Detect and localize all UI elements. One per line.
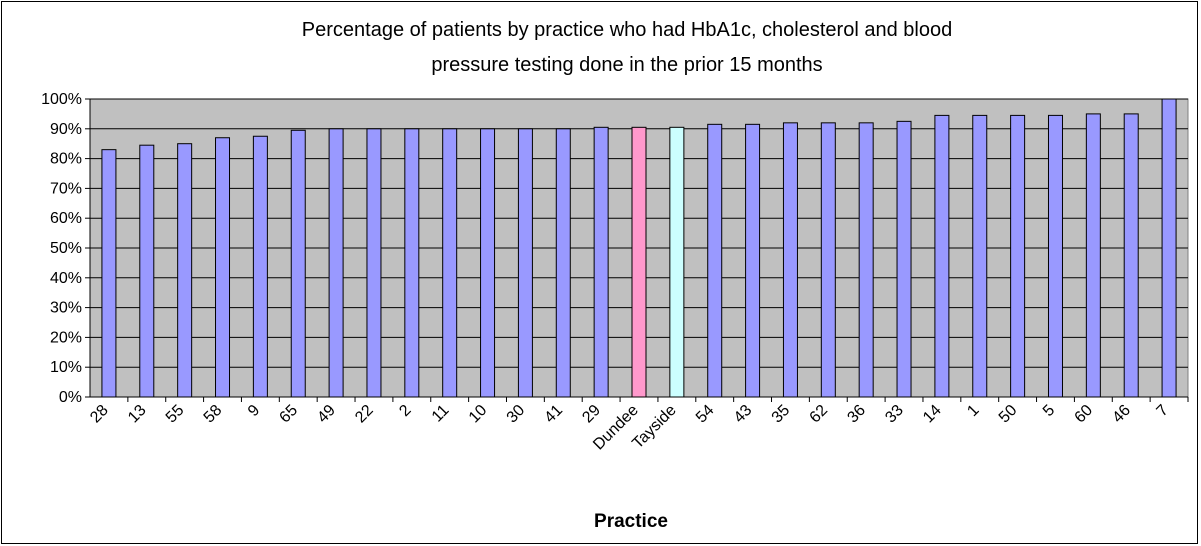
x-tick-label: 1 bbox=[964, 402, 982, 420]
x-tick-label: 43 bbox=[731, 402, 756, 427]
x-tick-label: 28 bbox=[87, 402, 112, 427]
bar bbox=[631, 126, 647, 398]
x-tick-label: 9 bbox=[245, 402, 263, 420]
x-tick-label: 36 bbox=[844, 402, 869, 427]
plot-area: 0%10%20%30%40%50%60%70%80%90%100%28 13 55 5… bbox=[41, 91, 1189, 453]
x-tick-label: 49 bbox=[314, 402, 339, 427]
bar bbox=[782, 122, 798, 398]
bar bbox=[1123, 113, 1139, 398]
x-tick-label: 46 bbox=[1109, 402, 1134, 427]
x-tick-label: 5 bbox=[1040, 402, 1058, 420]
bar bbox=[1010, 114, 1026, 398]
chart-title-line-2: pressure testing done in the prior 15 mo… bbox=[431, 54, 822, 76]
bar bbox=[1085, 113, 1101, 398]
x-tick-label: 50 bbox=[996, 402, 1021, 427]
bar bbox=[820, 122, 836, 398]
y-tick-label: 0% bbox=[59, 389, 82, 406]
x-tick-label: 60 bbox=[1072, 402, 1097, 427]
bar bbox=[745, 123, 761, 398]
x-tick-label: 58 bbox=[201, 402, 226, 427]
x-tick-label: 62 bbox=[807, 402, 832, 427]
y-tick-label: 60% bbox=[50, 210, 82, 227]
bar bbox=[404, 128, 420, 398]
x-tick-label: 55 bbox=[163, 402, 188, 427]
y-tick-label: 90% bbox=[50, 121, 82, 138]
y-tick-label: 100% bbox=[41, 91, 82, 108]
y-tick-label: 70% bbox=[50, 180, 82, 197]
x-tick-label: 10 bbox=[466, 402, 491, 427]
bar bbox=[1161, 98, 1177, 398]
x-tick-label: 22 bbox=[352, 402, 377, 427]
bar bbox=[480, 128, 496, 398]
bar bbox=[139, 144, 155, 398]
bar bbox=[366, 128, 382, 398]
bar bbox=[972, 114, 988, 398]
bar bbox=[101, 149, 117, 398]
bar bbox=[177, 143, 193, 398]
x-tick-label: 13 bbox=[125, 402, 150, 427]
y-tick-label: 10% bbox=[50, 359, 82, 376]
bar bbox=[290, 129, 306, 398]
bar bbox=[707, 123, 723, 398]
bar bbox=[934, 114, 950, 398]
bar bbox=[858, 122, 874, 398]
chart-title-line-1: Percentage of patients by practice who h… bbox=[302, 19, 952, 41]
x-tick-label: 14 bbox=[920, 402, 945, 427]
x-axis-label: Practice bbox=[594, 511, 668, 532]
x-tick-label: 11 bbox=[429, 402, 453, 426]
bar bbox=[669, 126, 685, 398]
y-tick-label: 50% bbox=[50, 240, 82, 257]
bar bbox=[896, 120, 912, 398]
x-tick-label: 2 bbox=[396, 402, 414, 420]
x-tick-label: 35 bbox=[769, 402, 794, 427]
x-tick-label: 54 bbox=[693, 402, 718, 427]
y-tick-label: 80% bbox=[50, 151, 82, 168]
bar bbox=[252, 135, 268, 398]
bar bbox=[1047, 114, 1063, 398]
x-tick-label: 29 bbox=[579, 402, 604, 427]
x-tick-label: 7 bbox=[1154, 402, 1172, 420]
bar bbox=[593, 126, 609, 398]
x-tick-label: 41 bbox=[541, 402, 566, 427]
x-tick-label: 30 bbox=[504, 402, 529, 427]
x-tick-label: 33 bbox=[882, 402, 907, 427]
bar bbox=[555, 128, 571, 398]
x-tick-label: 65 bbox=[276, 402, 301, 427]
bar bbox=[517, 128, 533, 398]
y-tick-label: 40% bbox=[50, 270, 82, 287]
bar bbox=[442, 128, 458, 398]
bar bbox=[215, 137, 231, 398]
bar bbox=[328, 128, 344, 398]
y-tick-label: 30% bbox=[50, 300, 82, 317]
y-tick-label: 20% bbox=[50, 329, 82, 346]
